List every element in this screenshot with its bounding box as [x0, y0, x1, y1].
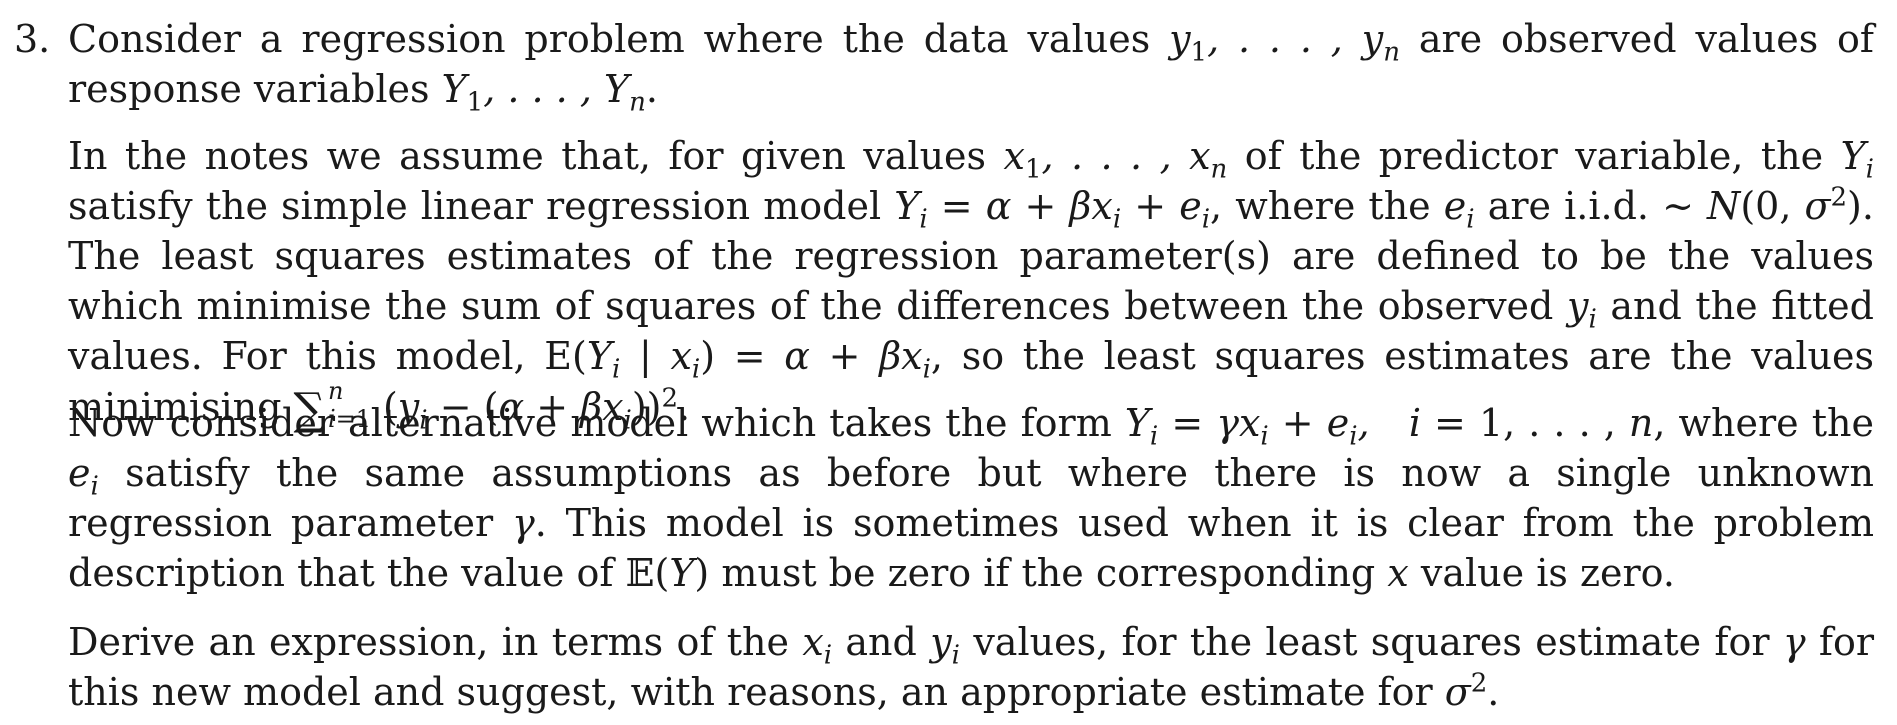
question-paragraph-task: Derive an expression, in terms of the xi…	[68, 620, 1874, 714]
paragraph-text: In the notes we assume that, for given v…	[68, 134, 987, 178]
question-paragraph-alternative-model: Now consider alternative model which tak…	[68, 398, 1874, 598]
math-conditional-expectation: E(Yi | xi) = α + βxi	[544, 334, 931, 385]
paragraph-text: Now consider alternative model which tak…	[68, 401, 1112, 445]
math-xi: xi	[802, 620, 833, 671]
paragraph-text: values, for the least squares estimate f…	[973, 620, 1770, 664]
math-y-values: y1, . . . , yn	[1169, 17, 1400, 68]
question-number: 3.	[14, 17, 51, 61]
paragraph-text: , so the least squares estimates are the…	[68, 334, 1874, 429]
math-sum-of-squares: ∑ n i=1 (yi − (α + βxi))2	[293, 377, 679, 436]
math-expectation-Y: 𝔼(Y)	[625, 551, 710, 595]
paragraph-text: satisfy the simple linear regression mod…	[68, 184, 882, 228]
math-linear-model: Yi = α + βxi + ei	[894, 184, 1211, 235]
math-yi: yi	[1566, 284, 1597, 335]
math-sigma-squared: σ2	[1444, 668, 1488, 714]
paragraph-text: , where the	[1653, 401, 1874, 445]
math-normal-distribution: ∼ N(0, σ2)	[1662, 182, 1862, 228]
paragraph-text: . The least squares estimates of the reg…	[68, 184, 1874, 328]
paragraph-text: of the predictor variable, the	[1244, 134, 1824, 178]
math-gamma: γ	[1782, 620, 1806, 664]
paragraph-text: are observed values of response variable…	[68, 17, 1874, 111]
question-paragraph-intro: Consider a regression problem where the …	[68, 17, 1874, 118]
paragraph-text: must be zero if the corresponding	[721, 551, 1376, 595]
math-x-values: x1, . . . , xn	[1003, 134, 1228, 185]
math-alternative-model: Yi = γxi + ei, i = 1, . . . , n	[1124, 401, 1654, 452]
math-Y-variables: Y1, . . . , Yn	[441, 67, 646, 118]
math-Yi: Yi	[1840, 134, 1874, 185]
paragraph-text: satisfy the same assumptions as before b…	[68, 451, 1874, 545]
math-ei: ei	[68, 451, 99, 502]
math-x: x	[1387, 551, 1409, 595]
paragraph-text: and	[845, 620, 917, 664]
paragraph-text: . This model is sometimes used when it i…	[68, 501, 1874, 595]
math-gamma: γ	[511, 501, 535, 545]
question-paragraph-linear-model: In the notes we assume that, for given v…	[68, 134, 1874, 436]
math-yi: yi	[930, 620, 960, 671]
paragraph-text: Consider a regression problem where the …	[68, 17, 1151, 61]
paragraph-text: are i.i.d.	[1487, 184, 1649, 228]
paragraph-text: value is zero.	[1420, 551, 1675, 595]
paragraph-text: for this new model and suggest, with rea…	[68, 620, 1874, 714]
paragraph-text: , where the	[1210, 184, 1431, 228]
paragraph-text: Derive an expression, in terms of the	[68, 620, 789, 664]
paragraph-text: and the fitted values. For this model,	[68, 284, 1874, 378]
math-ei: ei	[1443, 184, 1475, 235]
